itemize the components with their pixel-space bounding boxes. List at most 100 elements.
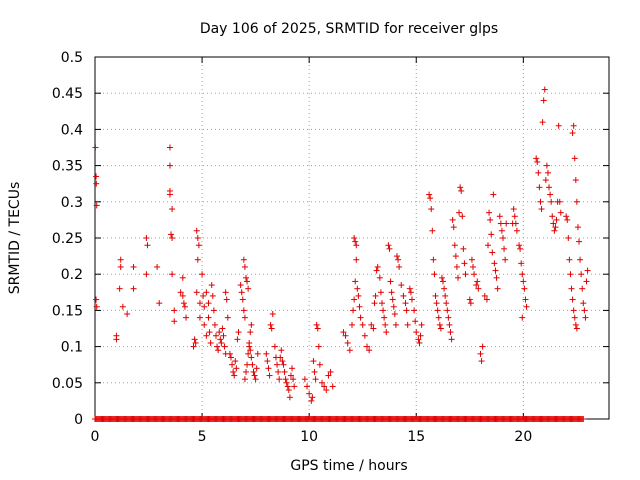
data-point [576, 238, 583, 245]
data-point [415, 336, 422, 343]
data-point [378, 300, 385, 307]
data-point [196, 314, 203, 321]
data-point [263, 350, 270, 357]
y-tick-label: 0.35 [52, 159, 83, 175]
data-point [540, 97, 547, 104]
data-point [434, 307, 441, 314]
data-point [541, 86, 548, 93]
data-point [416, 339, 423, 346]
data-point [460, 245, 467, 252]
data-point [242, 368, 249, 375]
data-point [310, 358, 317, 365]
data-point [392, 321, 399, 328]
data-point [567, 271, 574, 278]
data-point [210, 307, 217, 314]
data-point [154, 263, 161, 270]
y-tick-label: 0.15 [52, 303, 83, 319]
data-point [510, 206, 517, 213]
data-point [193, 227, 200, 234]
data-point [93, 180, 100, 187]
data-point [267, 321, 274, 328]
data-point [517, 245, 524, 252]
x-tick-label: 15 [407, 429, 425, 445]
data-point [412, 318, 419, 325]
data-point [319, 379, 326, 386]
data-point [395, 256, 402, 263]
data-point [457, 184, 464, 191]
data-point [221, 343, 228, 350]
data-point [490, 191, 497, 198]
data-point [386, 245, 393, 252]
data-point [168, 231, 175, 238]
data-point [240, 256, 247, 263]
data-point [325, 372, 332, 379]
data-point [199, 271, 206, 278]
data-point [486, 209, 493, 216]
data-point [169, 206, 176, 213]
data-point [119, 303, 126, 310]
data-point [556, 198, 563, 205]
data-point [396, 263, 403, 270]
data-point [213, 332, 220, 339]
data-point [238, 289, 245, 296]
data-point [385, 242, 392, 249]
data-point [241, 314, 248, 321]
data-point [583, 278, 590, 285]
data-point [171, 307, 178, 314]
data-point [192, 339, 199, 346]
data-point [546, 184, 553, 191]
data-point [268, 325, 275, 332]
data-point [474, 278, 481, 285]
data-point [237, 282, 244, 289]
data-point [253, 365, 260, 372]
data-point [222, 289, 229, 296]
data-point [355, 292, 362, 299]
data-point [406, 285, 413, 292]
data-point [301, 376, 308, 383]
data-point [283, 379, 290, 386]
axis-ticks: 0 0.05 0.1 0.15 0.2 0.25 0.3 0.35 0.4 0.45 0.5 0 5 10… [52, 50, 609, 445]
data-point [130, 285, 137, 292]
data-point [388, 289, 395, 296]
x-tick-label: 5 [198, 429, 207, 445]
y-tick-label: 0 [74, 412, 83, 428]
data-point [432, 292, 439, 299]
data-point [203, 289, 210, 296]
data-point [312, 376, 319, 383]
data-point [117, 263, 124, 270]
data-point [475, 285, 482, 292]
data-point [371, 300, 378, 307]
data-point [205, 314, 212, 321]
data-point [440, 278, 447, 285]
data-point [501, 245, 508, 252]
data-point [553, 216, 560, 223]
data-point [389, 296, 396, 303]
data-point [304, 383, 311, 390]
data-point [281, 368, 288, 375]
data-point [229, 361, 236, 368]
data-point [329, 383, 336, 390]
data-point [276, 376, 283, 383]
data-point [351, 296, 358, 303]
x-tick-label: 10 [300, 429, 318, 445]
data-point [547, 191, 554, 198]
data-point [582, 314, 589, 321]
data-point [143, 271, 150, 278]
data-point [218, 339, 225, 346]
data-point [231, 372, 238, 379]
data-point [211, 321, 218, 328]
data-point [230, 368, 237, 375]
data-point [566, 256, 573, 263]
data-point [470, 263, 477, 270]
data-point [497, 220, 504, 227]
data-point [144, 242, 151, 249]
data-point [564, 216, 571, 223]
data-point [502, 256, 509, 263]
data-point [226, 350, 233, 357]
data-point [552, 224, 559, 231]
data-point [579, 285, 586, 292]
data-point [494, 285, 501, 292]
data-point [240, 307, 247, 314]
data-point [533, 155, 540, 162]
